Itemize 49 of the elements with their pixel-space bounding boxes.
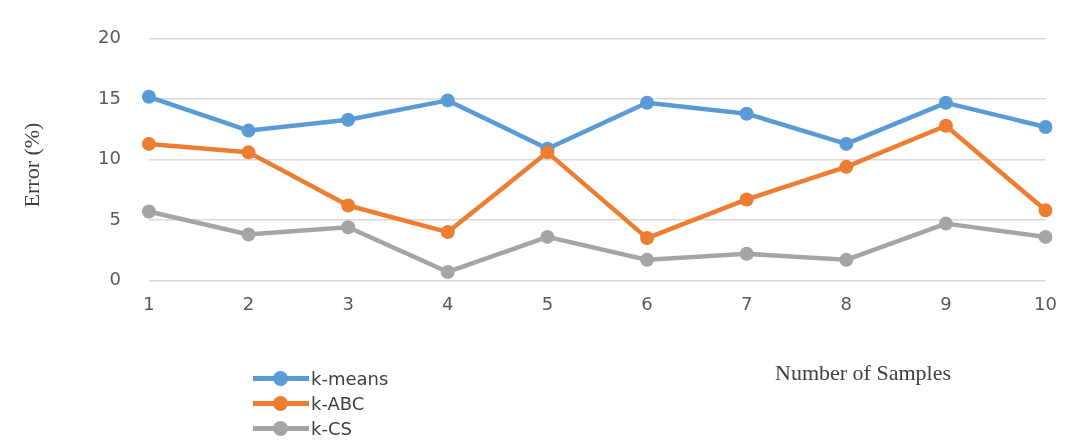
x-tick-label: 6	[641, 292, 653, 314]
point	[341, 198, 356, 213]
point	[341, 220, 356, 235]
point	[839, 159, 854, 174]
point	[938, 95, 953, 110]
point	[739, 192, 754, 207]
point	[141, 204, 156, 219]
point	[540, 229, 555, 244]
x-tick-label: 2	[242, 292, 255, 314]
y-tick-label: 5	[109, 207, 121, 229]
point	[640, 231, 655, 246]
point	[440, 93, 455, 108]
legend-label: k-means	[311, 368, 389, 389]
x-tick-label: 3	[342, 292, 354, 314]
y-axis-title: Error (%)	[19, 122, 45, 208]
legend-label: k-ABC	[311, 393, 365, 414]
point	[141, 89, 156, 104]
point	[839, 252, 854, 267]
y-tick-label: 10	[98, 147, 121, 169]
point	[141, 136, 156, 151]
x-tick-label: 5	[541, 292, 554, 314]
point	[640, 252, 655, 267]
point	[640, 95, 655, 110]
x-tick-label: 1	[143, 292, 155, 314]
point	[440, 264, 455, 279]
point	[938, 216, 953, 231]
point	[938, 118, 953, 133]
x-tick-label: 4	[442, 292, 454, 314]
legend-label: k-CS	[311, 418, 352, 439]
point	[739, 106, 754, 121]
point	[440, 225, 455, 240]
point	[1038, 203, 1053, 218]
y-tick-label: 15	[98, 86, 121, 108]
x-tick-label: 8	[840, 292, 853, 314]
point	[1038, 229, 1053, 244]
y-tick-label: 0	[109, 268, 121, 290]
y-tick-label: 20	[98, 26, 121, 48]
x-tick-label: 7	[740, 292, 753, 314]
x-tick-label: 9	[940, 292, 952, 314]
point	[241, 227, 256, 242]
point	[739, 246, 754, 261]
x-axis-title: Number of Samples	[775, 360, 951, 386]
point	[540, 145, 555, 160]
point	[1038, 119, 1053, 134]
x-tick-label: 10	[1034, 292, 1057, 314]
point	[341, 112, 356, 127]
point	[839, 136, 854, 151]
point	[241, 145, 256, 160]
point	[241, 123, 256, 138]
